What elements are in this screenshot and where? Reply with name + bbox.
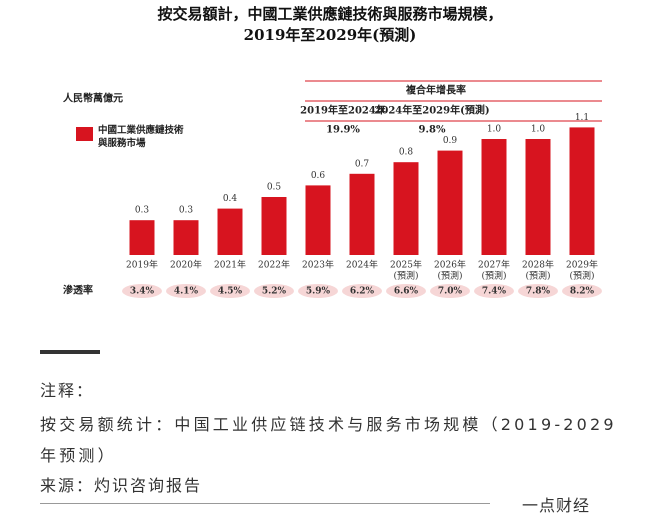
bar: [437, 150, 463, 255]
note-heading: 注释：: [40, 381, 95, 400]
penetration-pill: [562, 284, 602, 298]
penetration-pill: [210, 284, 250, 298]
penetration-value: 5.9%: [306, 287, 331, 297]
x-tick-label: (預測): [437, 270, 462, 282]
x-tick-label: (預測): [393, 270, 418, 282]
x-tick-label: (預測): [525, 270, 550, 282]
x-tick-label: 2027年: [478, 259, 510, 271]
x-tick-label: 2029年: [566, 259, 598, 271]
penetration-value: 3.4%: [130, 287, 155, 297]
x-tick-label: 2028年: [522, 259, 554, 271]
penetration-value: 6.2%: [350, 287, 375, 297]
penetration-pill: [298, 284, 338, 298]
penetration-pill: [474, 284, 514, 298]
penetration-pill: [122, 284, 162, 298]
cagr-value: 19.9%: [326, 125, 360, 136]
value-label: 0.8: [399, 148, 414, 158]
penetration-value: 4.5%: [218, 287, 243, 297]
x-tick-label: 2024年: [346, 259, 378, 271]
x-tick-label: 2023年: [302, 259, 334, 271]
value-label: 0.7: [355, 159, 370, 169]
value-label: 0.6: [311, 171, 326, 181]
penetration-value: 7.0%: [438, 287, 463, 297]
footer-rule: [40, 503, 490, 504]
cagr-value: 9.8%: [419, 125, 446, 136]
value-label: 0.9: [443, 136, 458, 146]
chart-title: 按交易額計，中國工業供應鏈技術與服務市場規模，: [157, 5, 502, 23]
note-text: 按交易额统计：中国工业供应链技术与服务市场规模（2019-2029 年预测）: [40, 415, 617, 465]
penetration-pill: [430, 284, 470, 298]
chart: 按交易額計，中國工業供應鏈技術與服務市場規模， 2019年至2029年(預測) 人民…: [63, 5, 602, 298]
cagr-title: 複合年增長率: [405, 84, 466, 97]
chart-title: 2019年至2029年(預測): [244, 26, 417, 44]
bar: [393, 162, 419, 255]
bar: [129, 220, 155, 255]
legend-swatch: [76, 127, 93, 141]
bar: [525, 139, 551, 255]
value-label: 0.5: [267, 183, 282, 193]
value-label: 0.4: [223, 194, 238, 204]
value-label: 0.3: [179, 206, 194, 216]
penetration-value: 8.2%: [570, 287, 595, 297]
bar: [349, 173, 375, 255]
unit-label: 人民幣萬億元: [63, 92, 123, 105]
bar: [569, 127, 595, 255]
penetration-pill: [386, 284, 426, 298]
x-tick-label: 2022年: [258, 259, 290, 271]
x-tick-label: 2026年: [434, 259, 466, 271]
penetration-pill: [166, 284, 206, 298]
bar: [261, 197, 287, 255]
brand: 一点财经: [522, 496, 591, 515]
bar: [173, 220, 199, 255]
x-tick-label: 2019年: [126, 259, 158, 271]
x-tick-label: 2020年: [170, 259, 202, 271]
legend-label: 中國工業供應鏈技術與服務市場: [98, 125, 184, 149]
penetration-value: 6.6%: [394, 287, 419, 297]
penetration-pill: [342, 284, 382, 298]
divider: [40, 350, 100, 354]
cagr-period: 2019年至2024年: [300, 104, 386, 117]
x-tick-label: (預測): [481, 270, 506, 282]
value-label: 1.0: [487, 125, 502, 135]
penetration-label: 滲透率: [63, 284, 93, 297]
bar: [217, 208, 243, 255]
x-tick-label: 2025年: [390, 259, 422, 271]
penetration-value: 7.8%: [526, 287, 551, 297]
bar: [305, 185, 331, 255]
bar: [481, 139, 507, 255]
penetration-value: 5.2%: [262, 287, 287, 297]
value-label: 1.1: [575, 113, 589, 123]
x-tick-label: 2021年: [214, 259, 246, 271]
note-source: 来源：灼识咨询报告: [40, 476, 203, 495]
penetration-value: 4.1%: [174, 287, 199, 297]
penetration-value: 7.4%: [482, 287, 507, 297]
value-label: 0.3: [135, 206, 150, 216]
value-label: 1.0: [531, 125, 546, 135]
penetration-pill: [518, 284, 558, 298]
penetration-pill: [254, 284, 294, 298]
x-tick-label: (預測): [569, 270, 594, 282]
cagr-period: 2024年至2029年(預測): [374, 104, 489, 117]
